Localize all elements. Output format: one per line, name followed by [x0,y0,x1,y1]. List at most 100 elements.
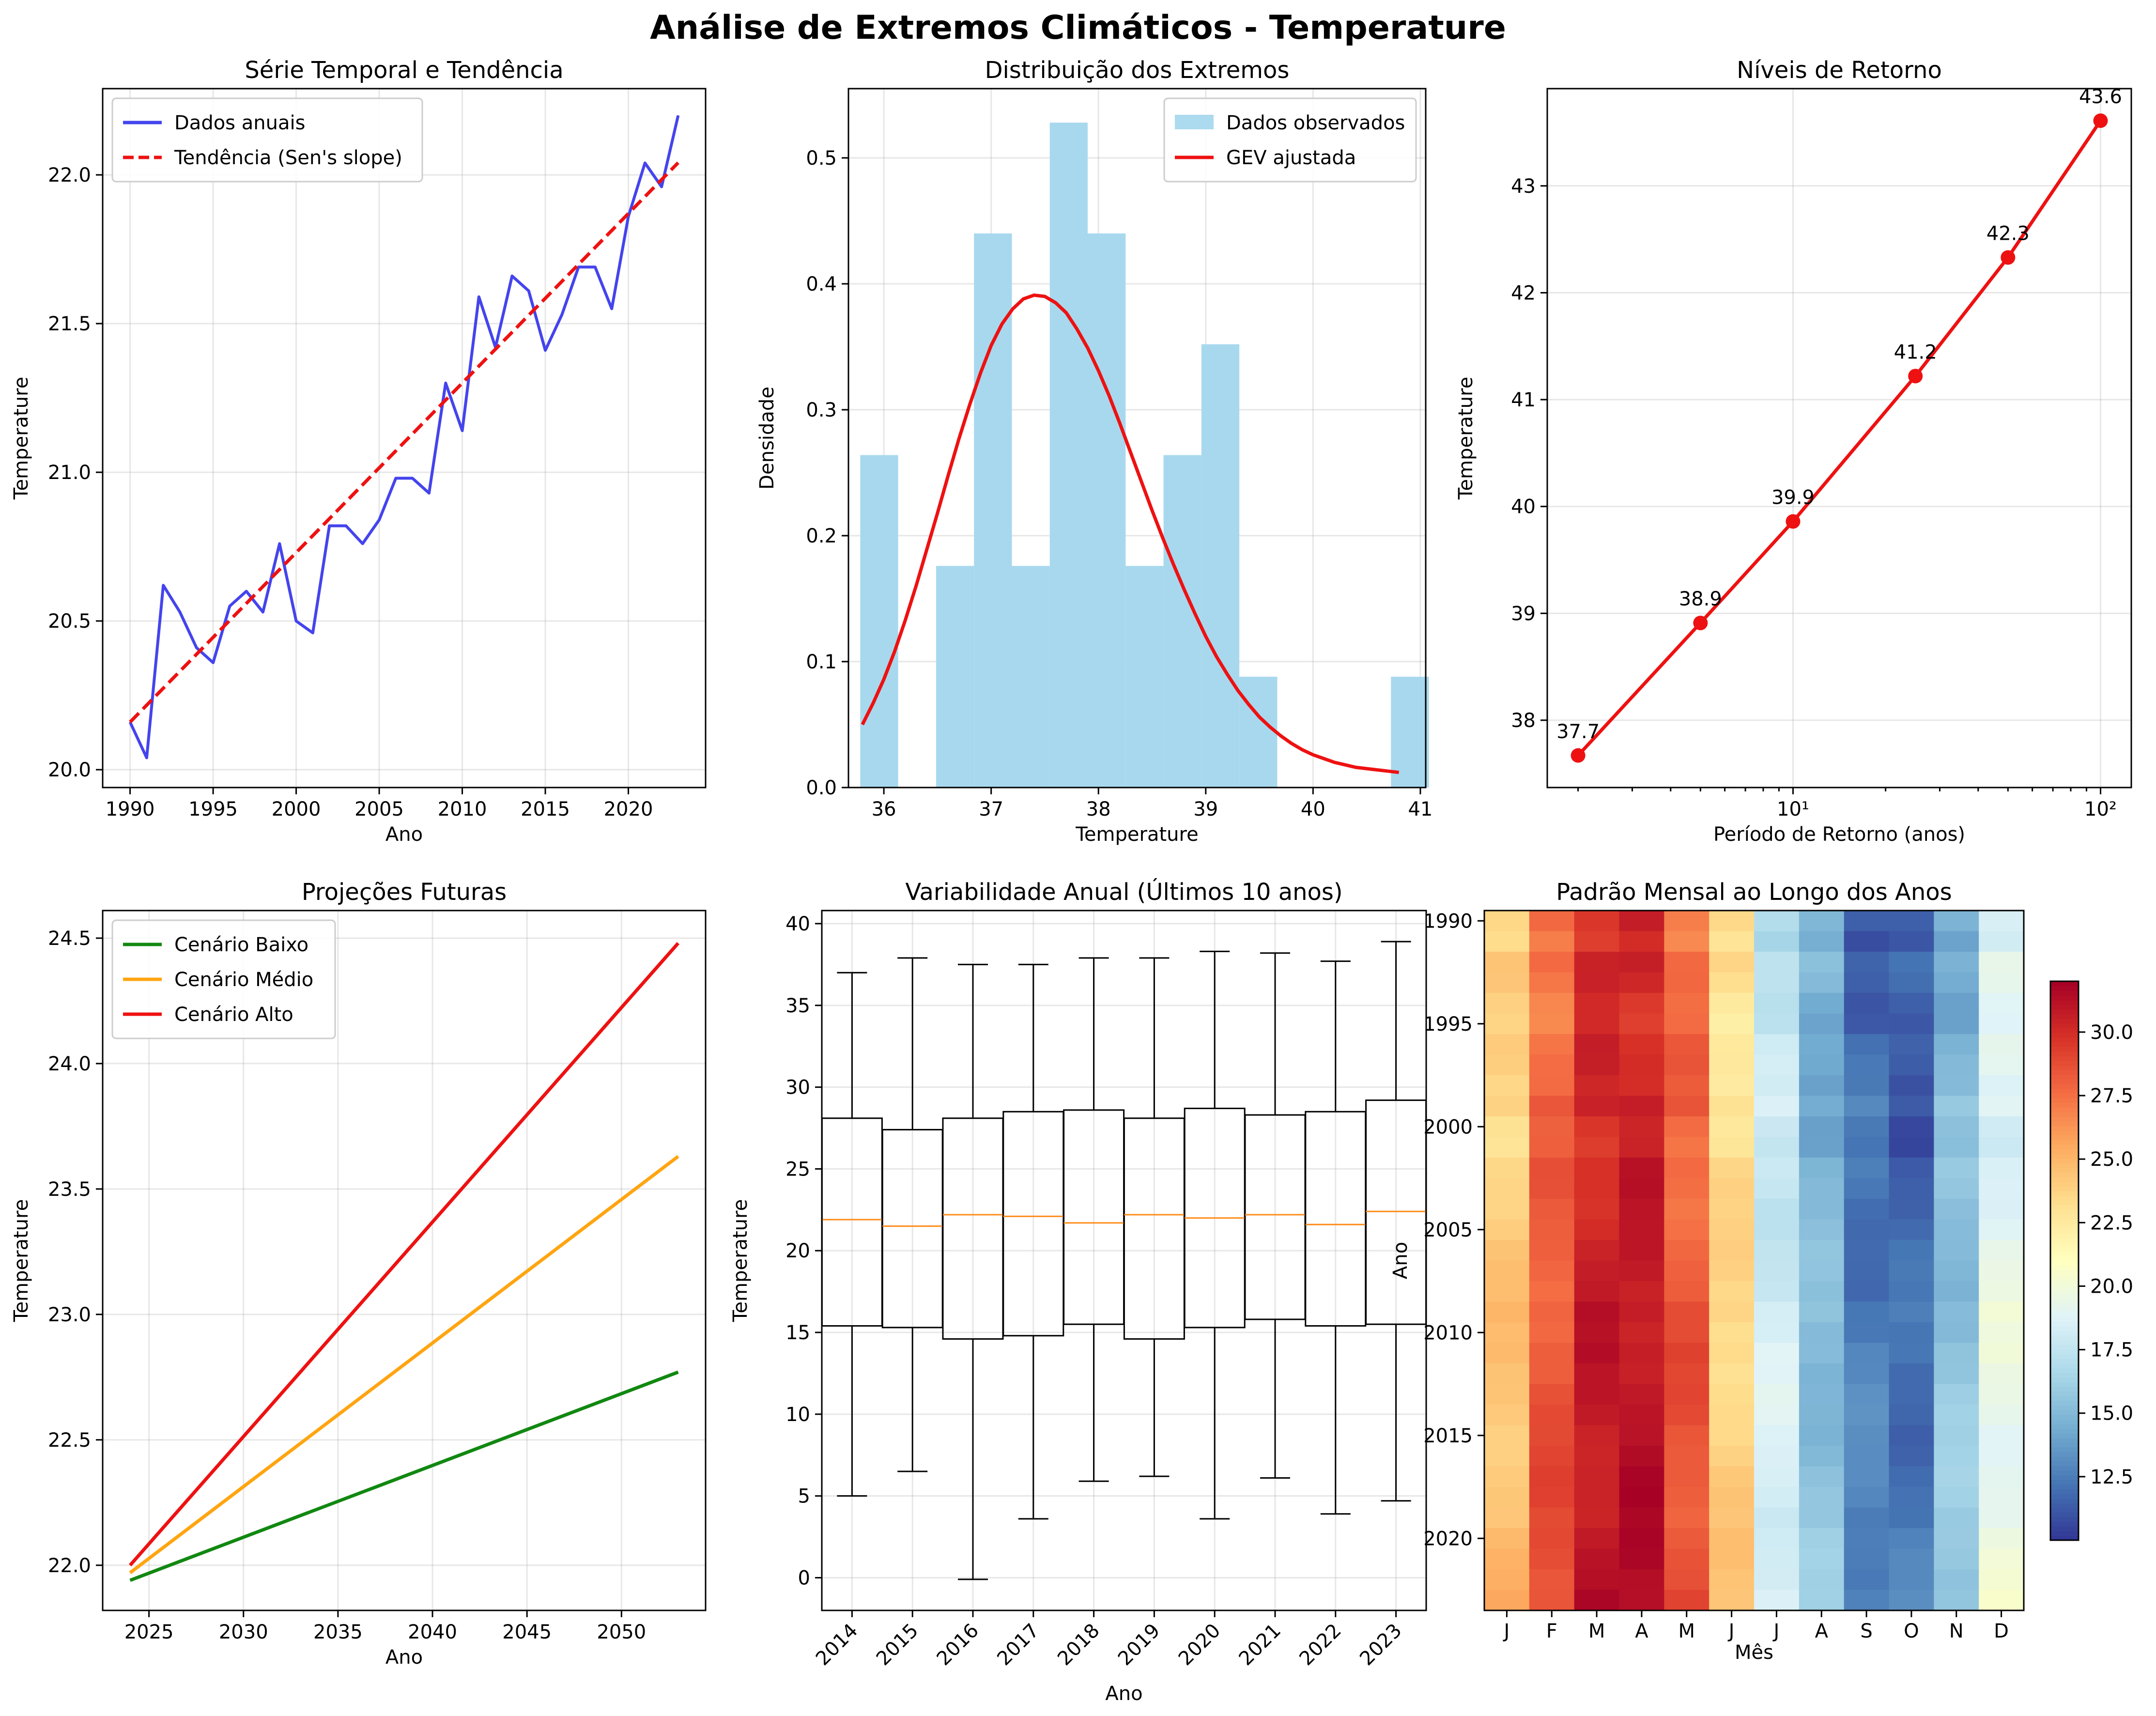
x-tick-label: 39 [1193,798,1218,820]
heatmap-cell [1844,972,1890,993]
heatmap-cell [1889,1013,1934,1035]
heatmap-cell [1889,1096,1934,1117]
heatmap-cell [1934,1219,1979,1240]
y-tick-label: 0.5 [806,147,837,170]
heatmap-cell [1619,1384,1664,1405]
histogram-bar [974,233,1012,788]
heatmap-cell [1754,972,1800,993]
heatmap-cell [1619,1199,1664,1220]
heatmap-cell [1574,993,1620,1014]
heatmap-cell [1709,1343,1755,1364]
y-axis-label: Temperature [10,377,32,500]
y-tick-label: 21.5 [48,313,91,335]
heatmap-cell [1844,1384,1890,1405]
x-tick-label: 2014 [812,1620,862,1670]
heatmap-cell [1889,993,1934,1014]
return-level-label: 42.3 [1987,223,2030,245]
heatmap-cell [1934,1116,1979,1138]
heatmap-cell [1799,1446,1845,1467]
heatmap-cell [1664,1548,1709,1570]
heatmap-cell [1529,1034,1575,1055]
heatmap-cell [1844,1260,1890,1282]
return-level-point [1786,514,1801,529]
heatmap-cell [1484,1199,1530,1220]
heatmap-cell [1574,1260,1620,1282]
heatmap-cell [1574,1363,1620,1385]
heatmap-cell [1889,1054,1934,1076]
heatmap-cell [1709,1507,1755,1529]
colorbar-segment [2050,1358,2079,1364]
heatmap-cell [1934,1405,1979,1426]
heatmap-cell [1889,1116,1934,1138]
y-tick-label: 40 [1511,496,1536,518]
heatmap-cell [1664,1013,1709,1035]
heatmap-cell [1799,1425,1845,1446]
colorbar-segment [2050,1172,2079,1177]
heatmap-cell [1754,1301,1800,1323]
heatmap-cell [1754,1343,1800,1364]
colorbar-segment [2050,1083,2079,1089]
heatmap-cell [1754,1178,1800,1199]
heatmap-cell [1529,911,1575,932]
heatmap-cell [1844,1528,1890,1549]
heatmap-cell [1979,1158,2024,1179]
heatmap-cell [1844,1569,1890,1591]
heatmap-cell [1664,1343,1709,1364]
heatmap-cell [1754,1054,1800,1076]
colorbar-segment [2050,1279,2079,1284]
x-tick-label: 2050 [597,1621,646,1643]
heatmap-cell [1979,1425,2024,1446]
heatmap-cell [1934,1363,1979,1385]
heatmap-cell [1484,1569,1530,1591]
y-tick-label: 2005 [1423,1219,1473,1241]
heatmap-cell [1529,1343,1575,1364]
heatmap-cell [1529,993,1575,1014]
heatmap-cell [1799,993,1845,1014]
axes-frame [847,88,1427,788]
heatmap-cell [1574,1219,1620,1240]
colorbar-segment [2050,1535,2079,1541]
heatmap-cell [1484,993,1530,1014]
panel-projections: Projeções Futuras Ano Temperature 22.0 22.5 2… [10,879,707,1669]
projection-line-medium [129,1155,679,1575]
histogram-bar [1049,123,1088,788]
heatmap-cell [1529,1096,1575,1117]
heatmap-cell [1934,1446,1979,1467]
heatmap-cell [1799,1487,1845,1508]
heatmap-cell [1844,1548,1890,1570]
y-tick-label: 5 [798,1485,810,1508]
axes-frame [1483,910,2025,1611]
heatmap-cell [1754,1363,1800,1385]
histogram-bar [1391,677,1429,788]
heatmap-cell [1799,1466,1845,1487]
heatmap-cell [1484,1466,1530,1487]
return-level-point [1693,616,1708,631]
heatmap-cell [1664,1116,1709,1138]
y-tick-label: 41 [1511,389,1536,411]
heatmap-cell [1799,1528,1845,1549]
colorbar-segment [2050,1112,2079,1117]
heatmap-cell [1889,1425,1934,1446]
heatmap-cell [1484,1260,1530,1282]
heatmap-cell [1754,1096,1800,1117]
panel-title: Variabilidade Anual (Últimos 10 anos) [905,878,1342,906]
heatmap-cell [1979,1260,2024,1282]
heatmap-cell [1574,1322,1620,1344]
heatmap-cell [1754,1322,1800,1344]
colorbar-segment [2050,1261,2079,1266]
heatmap-cell [1754,1466,1800,1487]
heatmap-cell [1529,1054,1575,1076]
y-tick-label: 23.0 [48,1304,91,1326]
heatmap-cell [1709,1590,1755,1611]
heatmap-cell [1619,1013,1664,1035]
y-tick-label: 35 [785,995,810,1017]
heatmap-cell [1619,972,1664,993]
heatmap-cell [1934,1281,1979,1302]
panel-title: Padrão Mensal ao Longo dos Anos [1556,879,1952,906]
heatmap-cell [1529,1178,1575,1199]
heatmap-cell [1664,931,1709,952]
heatmap-cell [1619,1240,1664,1261]
heatmap-cell [1619,1322,1664,1344]
x-tick-label: N [1949,1620,1964,1642]
return-level-line [1577,120,2102,757]
